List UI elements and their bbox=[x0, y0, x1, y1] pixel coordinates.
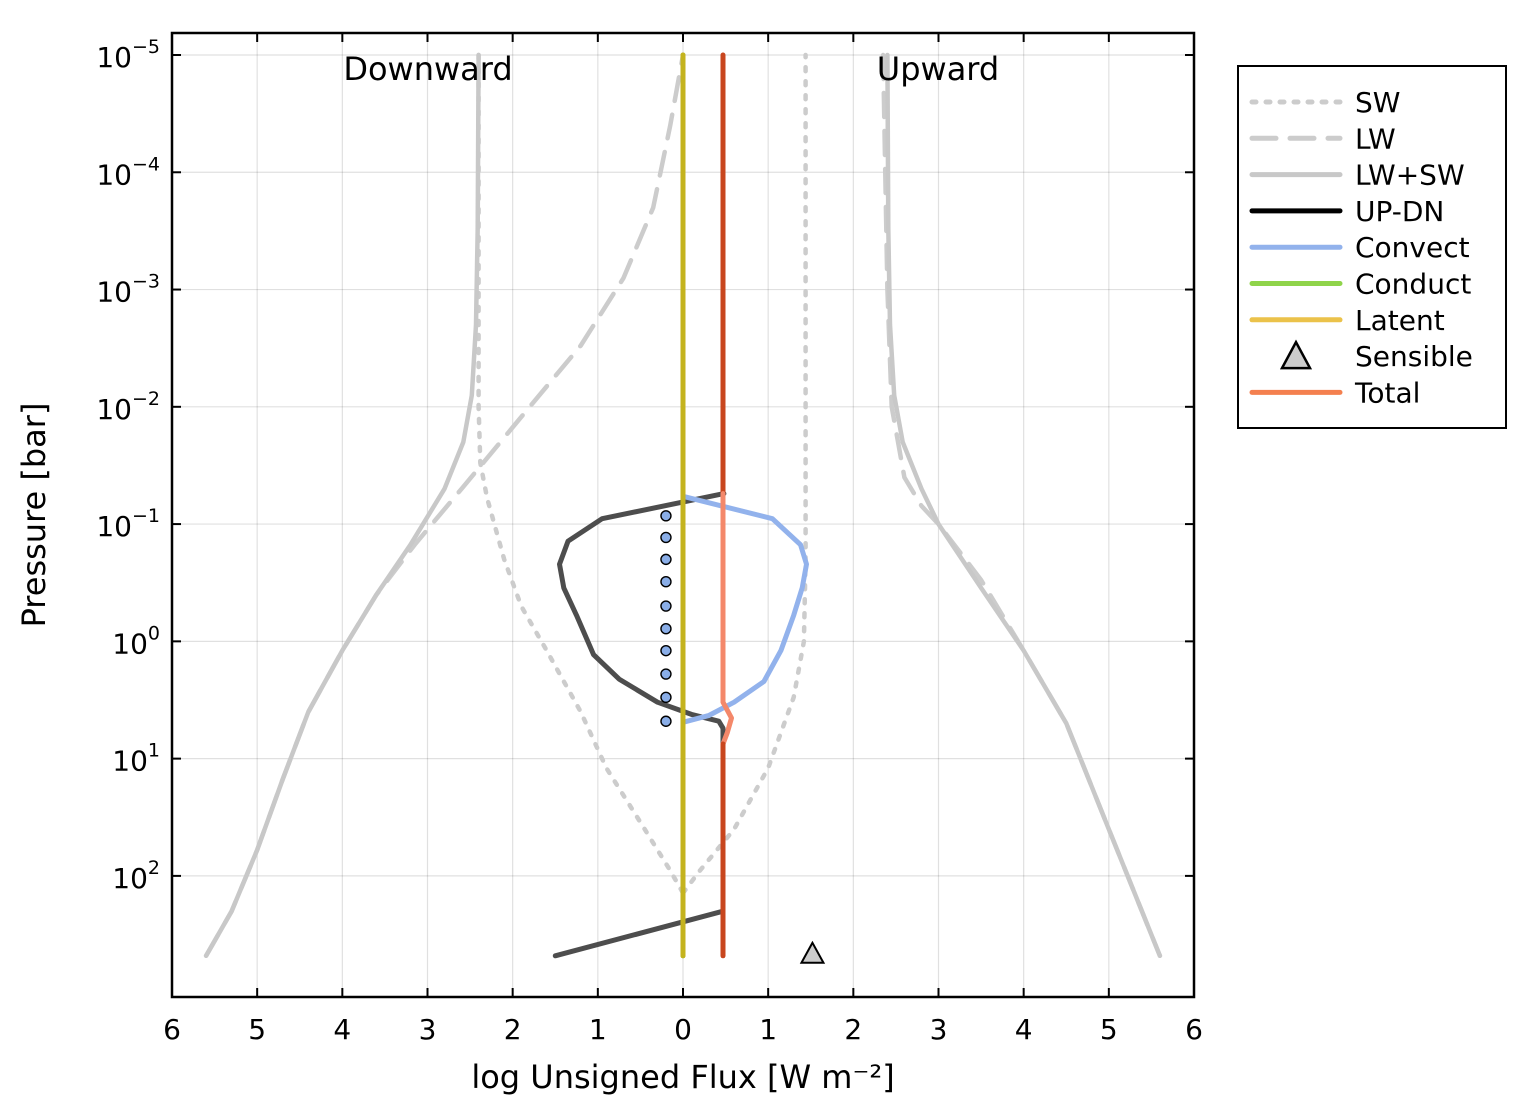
x-tick-label: 2 bbox=[844, 1013, 862, 1046]
series-lw bbox=[203, 52, 686, 959]
y-tick-label: 102 bbox=[112, 857, 160, 895]
legend-label-convect: Convect bbox=[1355, 231, 1470, 264]
legend-label-lw-sw: LW+SW bbox=[1355, 159, 1465, 192]
series-lw-sw bbox=[885, 52, 1163, 959]
series-convect bbox=[680, 493, 809, 725]
convect-level-marker bbox=[660, 553, 672, 566]
y-tick-label: 101 bbox=[112, 740, 160, 778]
downward-annotation: Downward bbox=[343, 50, 512, 88]
legend-label-sensible: Sensible bbox=[1355, 340, 1473, 373]
series-total bbox=[720, 491, 734, 747]
y-tick-label: 10−2 bbox=[96, 388, 160, 426]
x-tick-label: 4 bbox=[1015, 1013, 1033, 1046]
plot-series bbox=[203, 52, 1163, 964]
x-axis-label: log Unsigned Flux [W m⁻²] bbox=[471, 1058, 894, 1096]
x-tick-label: 4 bbox=[333, 1013, 351, 1046]
legend-label-conduct: Conduct bbox=[1355, 268, 1471, 301]
legend-label-latent: Latent bbox=[1355, 304, 1445, 337]
x-tick-label: 5 bbox=[1100, 1013, 1118, 1046]
x-tick-label: 6 bbox=[1185, 1013, 1203, 1046]
convect-level-marker bbox=[660, 691, 672, 704]
x-tick-label: 1 bbox=[759, 1013, 777, 1046]
convect-level-marker bbox=[660, 576, 672, 588]
legend-label-up-dn: UP-DN bbox=[1355, 195, 1444, 228]
series-lw-sw bbox=[203, 52, 481, 959]
legend-label-lw: LW bbox=[1355, 122, 1396, 155]
convect-level-marker bbox=[660, 715, 672, 727]
convect-level-marker bbox=[660, 531, 672, 544]
legend-label-sw: SW bbox=[1355, 86, 1400, 119]
y-tick-label: 100 bbox=[112, 622, 160, 660]
x-tick-label: 6 bbox=[163, 1013, 181, 1046]
convect-level-marker bbox=[660, 600, 672, 612]
x-tick-label: 3 bbox=[930, 1013, 948, 1046]
convect-level-marker bbox=[660, 644, 672, 657]
sensible-marker bbox=[799, 940, 826, 964]
legend-swatch-sensible bbox=[1279, 339, 1313, 370]
x-tick-label: 0 bbox=[674, 1013, 692, 1046]
legend-label-total: Total bbox=[1354, 376, 1420, 409]
y-tick-label: 10−5 bbox=[96, 36, 160, 74]
x-tick-label: 2 bbox=[504, 1013, 522, 1046]
convect-level-marker bbox=[660, 622, 672, 635]
x-tick-label: 3 bbox=[419, 1013, 437, 1046]
x-tick-label: 1 bbox=[589, 1013, 607, 1046]
series-up-dn bbox=[552, 491, 727, 959]
y-tick-label: 10−4 bbox=[96, 153, 160, 191]
convect-level-marker bbox=[660, 510, 672, 522]
axis-ticks: 6 5 4 3 2 1 0 1 2 3 4 5 610−510−410−310−210−11001011… bbox=[96, 33, 1203, 1046]
y-tick-label: 10−3 bbox=[96, 271, 160, 309]
series-sw bbox=[476, 52, 686, 896]
plot-markers bbox=[660, 510, 672, 727]
convect-level-marker bbox=[660, 668, 672, 680]
series-lw bbox=[880, 52, 1163, 959]
series-sw bbox=[680, 52, 808, 896]
y-tick-label: 10−1 bbox=[96, 505, 160, 543]
x-tick-label: 5 bbox=[248, 1013, 266, 1046]
y-axis-label: Pressure [bar] bbox=[15, 403, 53, 628]
upward-annotation: Upward bbox=[877, 50, 999, 88]
